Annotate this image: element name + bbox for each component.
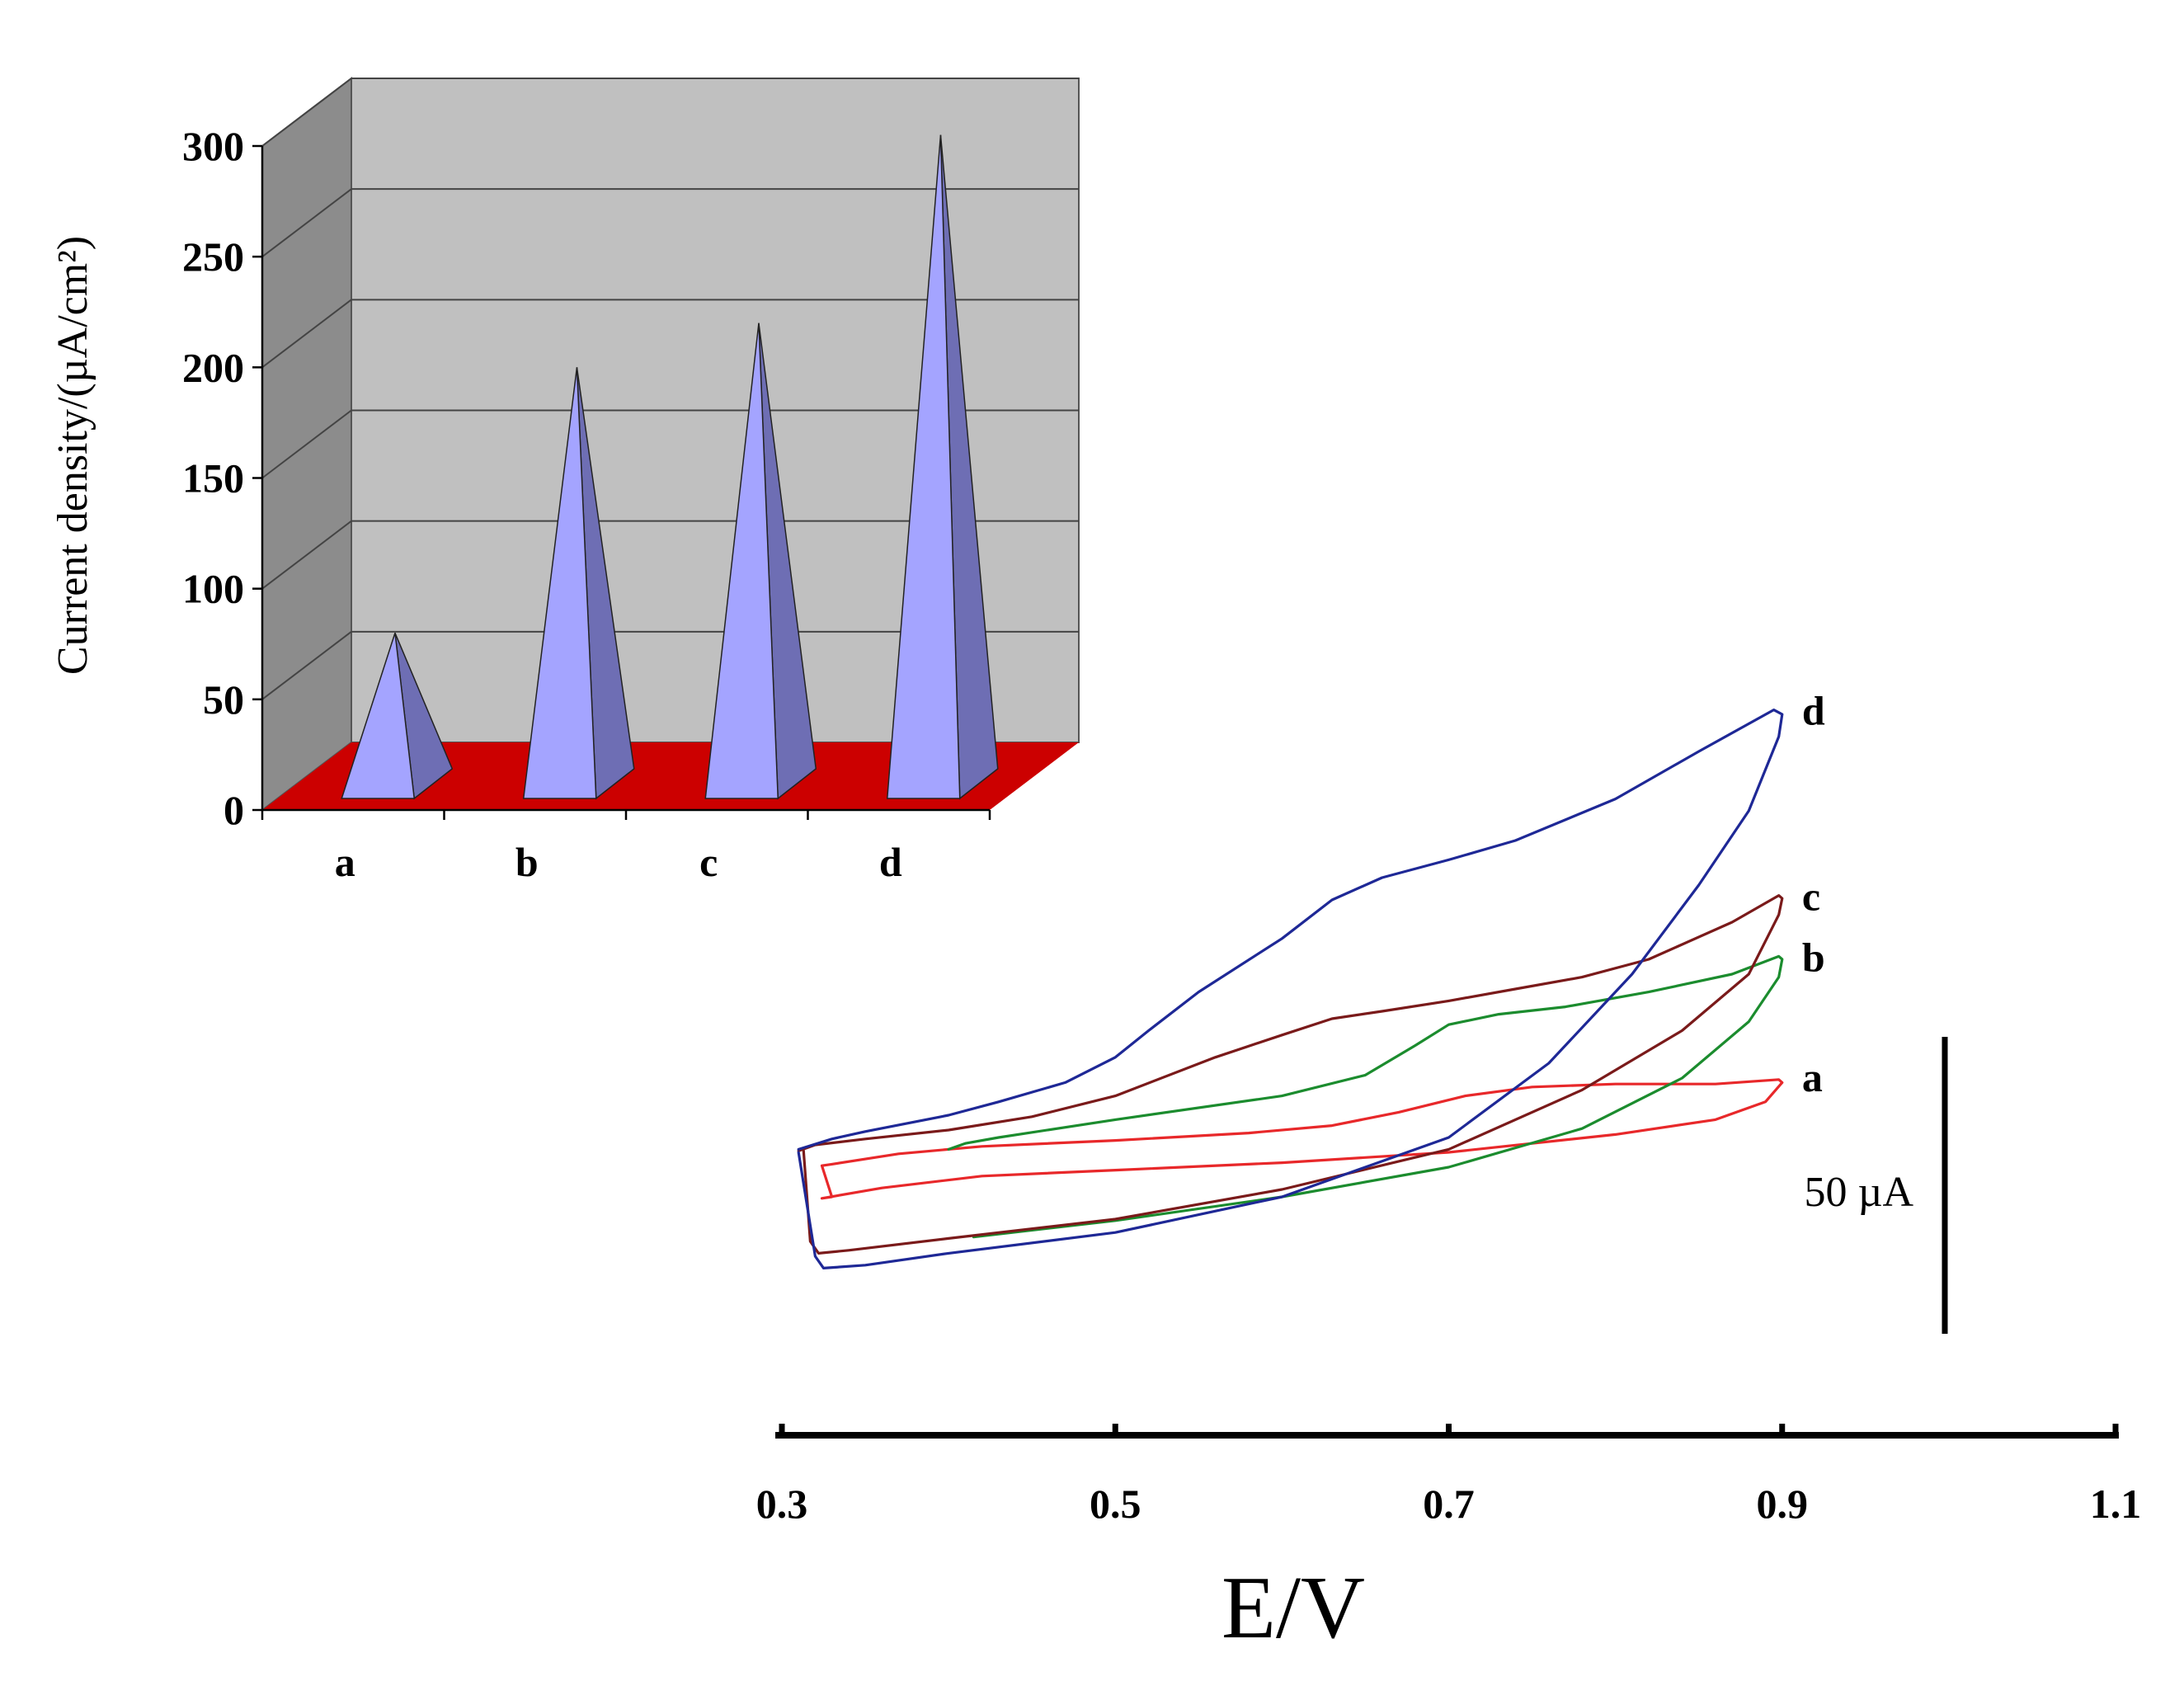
inset-y-tick-label: 300 (182, 123, 244, 169)
inset-y-axis-title: Current density/(µA/cm²) (49, 236, 96, 675)
cv-curve-label-c: c (1802, 874, 1820, 920)
cv-curve-label-b: b (1802, 934, 1825, 980)
scale-bar-label: 50 µA (1804, 1169, 1913, 1216)
inset-gridline-side (261, 631, 352, 700)
inset-bar-chart: 0 50 100 150 200 250 300 a b c d Current density/… (49, 76, 1080, 885)
cv-curve-c (797, 893, 1784, 1255)
inset-gridline-side (261, 520, 352, 590)
inset-category-label-d: d (879, 839, 902, 885)
cv-curves (797, 708, 1784, 1270)
inset-y-tick-label: 100 (182, 566, 244, 612)
inset-bar-c (704, 323, 779, 799)
inset-x-categories: a b c d (335, 839, 902, 885)
cv-curve-labels: a bc d (1802, 688, 1825, 1101)
inset-gridline-side (261, 409, 352, 479)
x-tick-label: 0.3 (756, 1481, 808, 1527)
x-tick-label: 0.9 (1757, 1481, 1809, 1527)
inset-y-tick-label: 250 (182, 233, 244, 280)
x-tick-label: 0.7 (1423, 1481, 1475, 1527)
inset-category-label-b: b (515, 839, 539, 885)
inset-y-tick-label: 50 (203, 676, 244, 723)
x-axis: 0.3 0.5 0.7 0.9 1.1 E/V (756, 1424, 2142, 1657)
cv-curve-a (820, 1078, 1784, 1200)
inset-category-label-c: c (699, 839, 718, 885)
inset-gridline-side (261, 299, 352, 369)
x-ticks: 0.3 0.5 0.7 0.9 1.1 (756, 1424, 2142, 1527)
inset-y-tick-label: 150 (182, 455, 244, 502)
inset-y-tick-label: 0 (224, 787, 244, 833)
inset-bar-a (341, 633, 416, 799)
inset-gridline-side (261, 188, 352, 257)
inset-bar-d (886, 134, 961, 799)
cv-curve-label-d: d (1802, 688, 1825, 734)
inset-category-label-a: a (335, 839, 355, 885)
inset-y-ticks: 0 50 100 150 200 250 300 (182, 123, 262, 833)
x-tick-label: 1.1 (2090, 1481, 2142, 1527)
cv-plot: a bc d 50 µA 0.3 0.5 0.7 0.9 1.1 E/V (756, 688, 2142, 1657)
scale-bar: 50 µA (1804, 1037, 1948, 1334)
inset-bar-b (522, 367, 597, 799)
x-axis-title: E/V (1221, 1559, 1365, 1657)
inset-gridline-side (261, 78, 352, 147)
inset-y-tick-label: 200 (182, 344, 244, 390)
cv-curve-d (797, 708, 1784, 1270)
inset-floor (262, 742, 1079, 810)
cv-curve-b (947, 954, 1784, 1239)
inset-bars (341, 134, 999, 800)
x-tick-label: 0.5 (1090, 1481, 1141, 1527)
cv-curve-label-a: a (1802, 1054, 1823, 1100)
